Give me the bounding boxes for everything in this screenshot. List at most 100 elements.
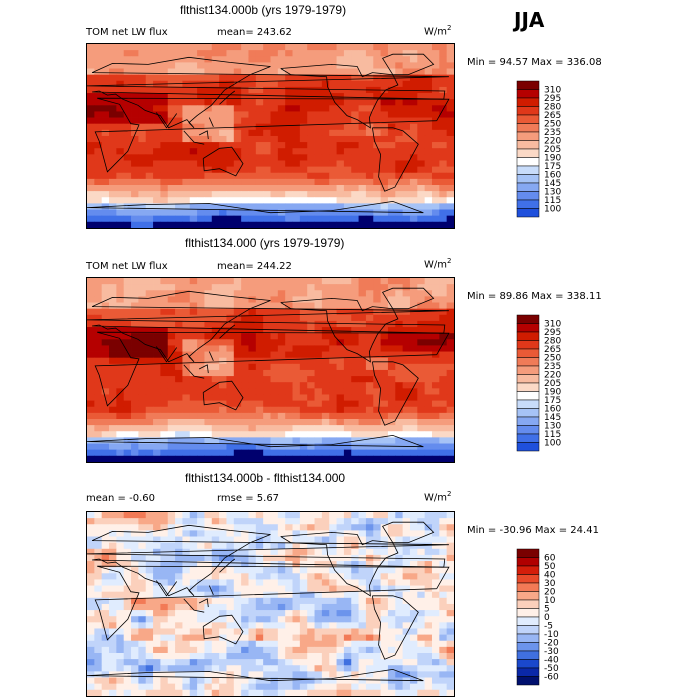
map-cell <box>145 573 154 580</box>
map-cell <box>87 536 95 544</box>
map-cell <box>329 455 337 462</box>
map-cell <box>307 548 315 556</box>
map-cell <box>145 659 154 666</box>
map-cell <box>87 209 95 217</box>
map-cell <box>277 160 286 167</box>
map-cell <box>431 221 440 228</box>
map-cell <box>395 62 404 69</box>
map-cell <box>94 567 103 574</box>
map-cell <box>446 56 454 63</box>
map-cell <box>299 400 308 408</box>
map-cell <box>395 314 404 322</box>
map-cell <box>241 455 249 462</box>
map-cell <box>373 634 381 642</box>
map-cell <box>387 80 396 88</box>
map-cell <box>424 111 433 118</box>
map-cell <box>160 191 169 198</box>
map-cell <box>299 62 308 69</box>
map-cell <box>270 548 279 556</box>
map-cell <box>248 172 257 180</box>
map-cell <box>329 123 337 131</box>
colorbar-tick-label: 220 <box>544 137 561 147</box>
map-cell <box>321 425 330 432</box>
map-cell <box>277 117 286 125</box>
map-cell <box>343 327 352 334</box>
map-cell <box>189 351 198 359</box>
map-cell <box>101 86 110 94</box>
map-cell <box>314 646 323 654</box>
map-cell <box>248 86 257 94</box>
map-cell <box>351 665 359 672</box>
map-cell <box>204 591 213 599</box>
map-cell <box>299 512 308 519</box>
map-cell <box>241 512 249 519</box>
map-cell <box>94 221 103 228</box>
map-cell <box>211 93 220 100</box>
map-cell <box>395 215 404 223</box>
map-cell <box>321 369 330 377</box>
map-cell <box>255 683 264 691</box>
map-cell <box>285 610 293 617</box>
map-cell <box>299 567 308 574</box>
map-cell <box>417 296 426 303</box>
map-cell <box>387 671 396 678</box>
map-cell <box>365 203 374 210</box>
map-cell <box>285 530 293 537</box>
coastline <box>155 346 178 363</box>
map-cell <box>153 512 161 519</box>
map-cell <box>292 135 301 143</box>
map-cell <box>123 80 132 88</box>
map-cell <box>138 345 147 352</box>
map-cell <box>87 135 95 143</box>
map-cell <box>387 548 396 556</box>
map-cell <box>131 603 139 611</box>
map-cell <box>351 320 359 328</box>
map-cell <box>336 524 345 531</box>
map-cell <box>299 634 308 642</box>
map-cell <box>343 683 352 691</box>
map-cell <box>219 561 227 568</box>
map-cell <box>402 418 411 426</box>
colorbar-tick-label: 0 <box>544 613 550 623</box>
map-cell <box>402 68 411 76</box>
map-cell <box>197 634 205 642</box>
map-cell <box>123 351 132 359</box>
map-cell <box>233 561 242 568</box>
map-cell <box>270 536 279 544</box>
map-cell <box>270 455 279 462</box>
map-cell <box>307 671 315 678</box>
map-cell <box>123 209 132 217</box>
colorbar-swatch <box>516 106 540 116</box>
map-cell <box>226 123 235 131</box>
map-cell <box>270 86 279 94</box>
map-cell <box>387 62 396 69</box>
map-cell <box>241 646 249 654</box>
map-cell <box>241 197 249 204</box>
map-cell <box>358 68 367 76</box>
map-cell <box>285 634 293 642</box>
map-cell <box>270 68 279 76</box>
map-cell <box>182 278 191 285</box>
map-cell <box>94 178 103 186</box>
map-cell <box>255 512 264 519</box>
map-cell <box>182 178 191 186</box>
map-cell <box>358 148 367 155</box>
map-cell <box>204 542 213 550</box>
map-cell <box>358 62 367 69</box>
map-cell <box>439 536 448 544</box>
colorbar-tick-label: 205 <box>544 379 561 389</box>
map-cell <box>175 86 183 94</box>
map-cell <box>402 567 411 574</box>
map-cell <box>365 129 374 137</box>
map-cell <box>116 610 125 617</box>
map-cell <box>123 56 132 63</box>
map-cell <box>373 628 381 635</box>
map-cell <box>424 44 433 51</box>
map-cell <box>270 425 279 432</box>
map-cell <box>351 290 359 297</box>
map-cell <box>138 400 147 408</box>
map-cell <box>402 622 411 629</box>
map-cell <box>233 437 242 444</box>
map-cell <box>197 117 205 125</box>
map-cell <box>116 567 125 574</box>
